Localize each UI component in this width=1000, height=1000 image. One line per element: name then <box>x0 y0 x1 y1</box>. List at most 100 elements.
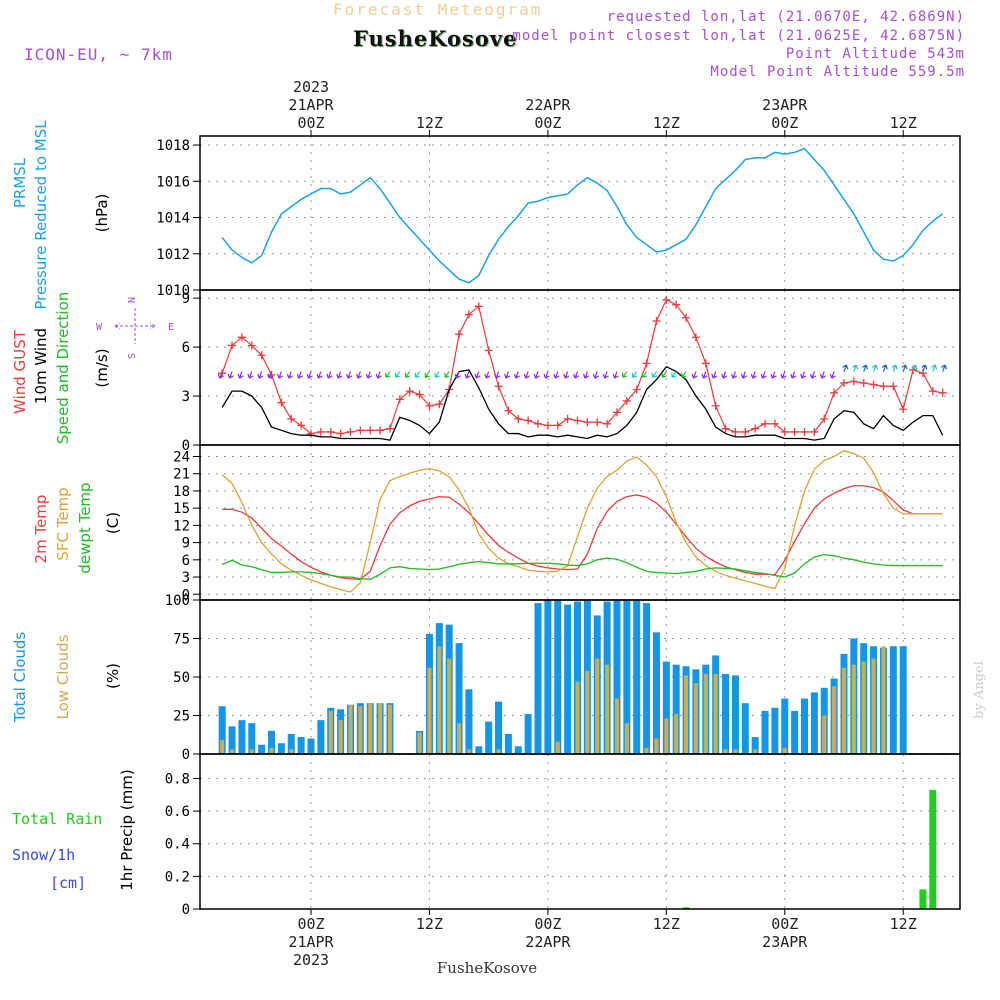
low-clouds-bar <box>782 747 787 754</box>
wind-direction-arrow <box>286 371 294 379</box>
y-tick-label: 6 <box>182 553 190 569</box>
wind-gust-point <box>751 424 760 433</box>
wind-direction-arrow <box>931 364 938 372</box>
wind-direction-arrow <box>760 371 767 379</box>
low-clouds-bar <box>328 710 333 754</box>
total-clouds-bar <box>889 646 897 754</box>
low-clouds-bar <box>555 741 560 754</box>
temp-unit-label: (C) <box>104 512 122 534</box>
total-clouds-bar <box>751 737 759 754</box>
compass-south: S <box>127 353 138 359</box>
wind-direction-arrow <box>921 364 928 372</box>
wind-label-gust: Wind GUST <box>11 329 29 414</box>
low-clouds-bar <box>269 747 274 754</box>
wind-gust-point <box>800 427 809 436</box>
series-prmsl-line <box>221 147 944 284</box>
wind-direction-arrow <box>267 371 274 379</box>
wind-direction-arrow <box>385 371 391 378</box>
pressure-unit-label: (hPa) <box>93 194 111 233</box>
low-clouds-bar <box>289 749 294 754</box>
time-label-bottom: 22APR <box>525 933 571 951</box>
low-clouds-bar <box>595 658 600 754</box>
wind-gust-point <box>632 385 641 394</box>
y-tick-label: 1018 <box>156 138 190 154</box>
wind-direction-arrow <box>326 371 333 379</box>
low-clouds-bar <box>664 718 669 754</box>
wind-direction-arrow <box>247 371 254 379</box>
wind-label-direction: Speed and Direction <box>54 292 72 445</box>
total-clouds-bar <box>297 737 305 754</box>
low-clouds-bar <box>851 664 856 754</box>
low-clouds-bar <box>693 683 698 754</box>
series-2m-temp-line <box>222 485 943 580</box>
wind-direction-arrow <box>276 371 284 379</box>
wind-direction-arrow <box>217 371 224 379</box>
wind-direction-arrow <box>671 371 677 378</box>
total-clouds-bar <box>672 664 680 754</box>
wind-direction-arrow <box>533 371 540 379</box>
total-clouds-bar <box>791 710 799 754</box>
total-clouds-bar <box>741 703 749 754</box>
low-clouds-bar <box>338 720 343 754</box>
time-label-top: 2023 <box>293 78 329 96</box>
wind-direction-arrow <box>296 371 303 379</box>
total-clouds-bar <box>504 733 512 754</box>
wind-direction-arrow <box>770 371 777 379</box>
wind-gust-point <box>573 416 582 425</box>
y-tick-label: 0.8 <box>165 771 190 787</box>
wind-gust-point <box>415 390 424 399</box>
wind-direction-arrow <box>809 371 817 379</box>
time-label-bottom: 12Z <box>890 915 917 933</box>
wind-gust-point <box>435 400 444 409</box>
total-clouds-bar <box>307 738 315 754</box>
wind-gust-point <box>652 317 661 325</box>
wind-direction-arrow <box>819 371 826 379</box>
y-tick-label: 6 <box>182 340 190 356</box>
wind-gust-point <box>257 351 266 360</box>
wind-gust-point <box>721 424 730 433</box>
wind-gust-point <box>504 406 513 415</box>
compass-north: N <box>127 297 138 303</box>
wind-direction-arrow <box>651 371 657 378</box>
wind-direction-arrow <box>612 371 619 379</box>
low-clouds-bar <box>437 646 442 754</box>
total-clouds-bar <box>228 726 236 754</box>
total-clouds-bar <box>495 701 503 754</box>
total-clouds-bar <box>801 698 808 754</box>
compass-east: E <box>168 322 174 333</box>
wind-direction-arrow <box>257 371 264 379</box>
time-label-top: 12Z <box>890 114 917 132</box>
total-clouds-bar <box>475 746 483 754</box>
total-rain-bar <box>919 889 927 909</box>
total-clouds-bar <box>514 746 522 754</box>
wind-gust-point <box>464 310 473 319</box>
footer-station: FusheKosove <box>437 959 537 977</box>
wind-gust-point <box>524 416 533 425</box>
wind-direction-arrow <box>829 371 836 379</box>
low-clouds-bar <box>230 749 235 754</box>
low-clouds-bar <box>832 686 837 754</box>
y-tick-label: 18 <box>173 484 190 500</box>
low-clouds-bar <box>871 658 876 754</box>
time-label-top: 00Z <box>534 114 561 132</box>
low-clouds-bar <box>575 681 580 754</box>
wind-direction-arrow <box>621 371 628 378</box>
wind-unit-label: (m/s) <box>93 348 111 387</box>
total-clouds-bar <box>544 600 552 754</box>
wind-direction-arrow <box>316 371 323 379</box>
total-clouds-bar <box>554 600 562 754</box>
wind-direction-arrow <box>484 371 491 379</box>
wind-gust-point <box>899 405 908 414</box>
pressure-label-prmsl: PRMSL <box>11 157 29 208</box>
total-clouds-bar <box>771 707 779 754</box>
low-clouds-bar <box>605 664 610 754</box>
time-label-bottom: 21APR <box>288 933 334 951</box>
wind-direction-arrow <box>602 371 609 379</box>
time-label-top: 00Z <box>297 114 324 132</box>
wind-direction-arrow <box>701 371 708 379</box>
wind-direction-arrow <box>661 371 667 378</box>
total-rain-bar <box>929 789 937 909</box>
requested-coordinates: requested lon,lat (21.0670E, 42.6869N) <box>606 9 965 25</box>
wind-gust-point <box>810 427 819 436</box>
